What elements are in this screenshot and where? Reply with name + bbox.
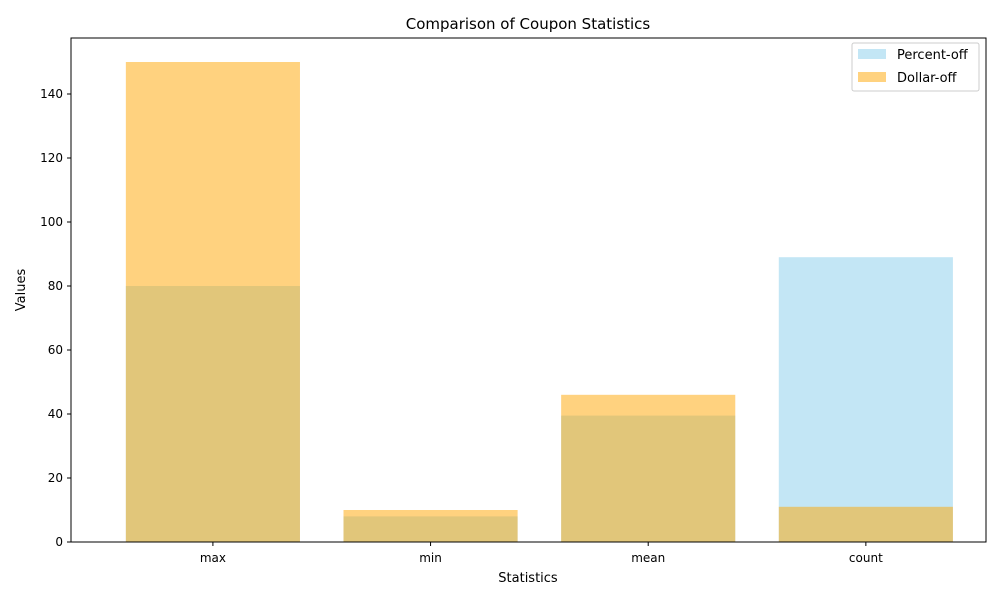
x-tick-label-max: max (200, 551, 226, 565)
x-axis-label: Statistics (498, 571, 558, 586)
bar-percent-off-count (778, 257, 953, 542)
bars-group (125, 62, 953, 542)
legend-label-percent-off: Percent-off (897, 48, 969, 63)
y-tick-label: 80 (48, 279, 63, 293)
x-tick-label-min: min (419, 551, 442, 565)
y-tick-label: 20 (48, 471, 63, 485)
bar-dollar-off-min (343, 510, 518, 542)
y-tick-label: 60 (48, 343, 63, 357)
bar-dollar-off-count (778, 506, 953, 542)
legend-swatch-percent-off (858, 49, 886, 59)
bar-dollar-off-mean (561, 394, 736, 542)
y-tick-label: 140 (40, 87, 63, 101)
plot-frame (70, 37, 987, 543)
y-tick-label: 120 (40, 151, 63, 165)
y-tick-label: 40 (48, 407, 63, 421)
x-axis: max min mean count (200, 542, 883, 565)
x-tick-label-mean: mean (631, 551, 665, 565)
y-tick-label: 0 (55, 535, 63, 549)
legend-swatch-dollar-off (858, 72, 886, 82)
x-tick-label-count: count (849, 551, 883, 565)
legend: Percent-off Dollar-off (851, 42, 980, 92)
chart-title: Comparison of Coupon Statistics (406, 15, 651, 33)
legend-label-dollar-off: Dollar-off (897, 71, 958, 86)
y-axis-label: Values (14, 269, 29, 312)
y-axis: 0 20 40 60 80 100 120 140 (40, 87, 71, 549)
y-tick-label: 100 (40, 215, 63, 229)
bar-dollar-off-max (125, 62, 300, 542)
